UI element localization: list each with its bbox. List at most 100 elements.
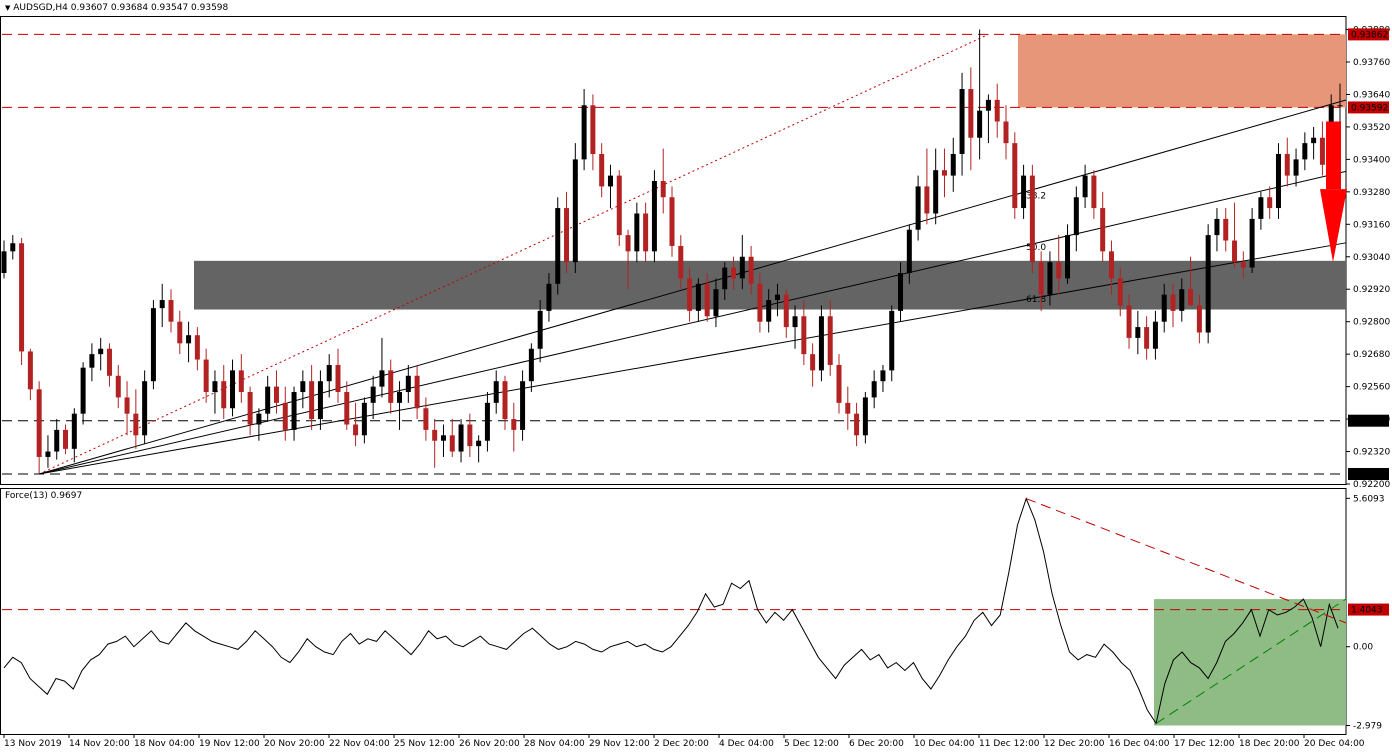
time-axis-label: 25 Nov 12:00: [394, 739, 455, 749]
candle-body: [818, 316, 824, 371]
candle-body: [379, 370, 385, 387]
candle-body: [159, 300, 165, 309]
candle-body: [1302, 143, 1308, 160]
candle-body: [1284, 153, 1290, 176]
candle-body: [1, 251, 7, 273]
candle-body: [1249, 218, 1255, 268]
candle-body: [1161, 294, 1167, 322]
candle-body: [695, 283, 701, 311]
candle-body: [977, 110, 983, 138]
candle-body: [616, 175, 622, 236]
candle-body: [862, 397, 868, 436]
time-axis-label: 20 Dec 04:00: [1304, 739, 1365, 749]
force-axis-label: 5.6093: [1353, 494, 1385, 504]
fib-fan-line: [39, 242, 1347, 475]
price-axis-label: 0.92560: [1353, 383, 1390, 393]
candle-body: [959, 89, 965, 154]
candle-body: [1214, 218, 1220, 236]
candle-body: [388, 370, 394, 403]
candle-body: [1179, 289, 1185, 311]
candle-body: [757, 283, 763, 322]
candle-body: [1029, 175, 1035, 263]
candle-body: [845, 402, 851, 414]
candle-body: [774, 294, 780, 301]
candle-body: [669, 197, 675, 246]
candle-body: [792, 316, 798, 328]
candle-body: [493, 381, 499, 403]
candle-body: [607, 175, 613, 187]
candle-body: [203, 359, 209, 393]
candle-body: [871, 381, 877, 398]
candle-body: [1293, 159, 1299, 176]
candle-body: [502, 381, 508, 420]
candle-body: [1275, 153, 1281, 209]
force-level-badge-label: 1.4043: [1351, 606, 1383, 616]
price-axis-label: 0.92680: [1353, 350, 1390, 360]
candle-body: [1100, 208, 1106, 252]
time-axis-label: 26 Nov 20:00: [459, 739, 520, 749]
candle-body: [564, 208, 570, 263]
candle-body: [1135, 327, 1141, 338]
candle-body: [1038, 262, 1044, 295]
price-level-badge: [1348, 414, 1389, 427]
candle-body: [1196, 305, 1202, 333]
time-axis-label: 22 Nov 04:00: [329, 739, 390, 749]
candle-body: [1003, 121, 1009, 144]
candle-body: [273, 386, 279, 403]
candle-body: [106, 348, 112, 376]
candle-body: [1021, 175, 1027, 209]
fib-baseline: [38, 33, 989, 475]
candle-body: [98, 348, 104, 355]
candle-body: [71, 413, 77, 449]
candle-body: [142, 381, 148, 436]
candle-body: [1144, 327, 1150, 349]
time-axis-label: 2 Dec 20:00: [654, 739, 709, 749]
candle-body: [739, 256, 745, 279]
candle-body: [836, 364, 842, 403]
price-level-badge: [1348, 467, 1389, 480]
candle-body: [423, 408, 429, 430]
time-axis-label: 6 Dec 20:00: [849, 739, 904, 749]
candle-body: [36, 389, 42, 457]
resistance-zone: [1018, 34, 1346, 108]
candle-body: [1012, 143, 1018, 209]
candle-body: [713, 289, 719, 317]
candle-body: [687, 278, 693, 311]
time-axis-label: 29 Nov 12:00: [589, 739, 650, 749]
candle-body: [45, 451, 51, 457]
price-axis-label: 0.92920: [1353, 285, 1390, 295]
symbol-title: AUDSGD,H4: [13, 3, 68, 13]
candle-body: [440, 435, 446, 441]
candle-body: [168, 300, 174, 322]
indicator-pane-frame: [0, 488, 1347, 735]
candle-body: [1117, 278, 1123, 306]
candle-body: [458, 424, 464, 452]
force-axis-label: -2.979: [1353, 722, 1382, 732]
candle-body: [1170, 294, 1176, 311]
candle-body: [115, 375, 121, 398]
time-axis-label: 17 Dec 12:00: [1174, 739, 1235, 749]
time-axis-label: 14 Nov 20:00: [69, 739, 130, 749]
candle-body: [467, 424, 473, 447]
time-axis-label: 18 Dec 20:00: [1239, 739, 1300, 749]
candle-body: [80, 367, 86, 414]
price-level-badge: [1348, 101, 1389, 114]
force-axis-label: 0.00: [1353, 643, 1373, 653]
candle-body: [1240, 262, 1246, 268]
candle-body: [906, 229, 912, 273]
fib-label: 50.0: [1026, 243, 1046, 253]
price-pane-frame: [0, 16, 1347, 485]
candle-body: [19, 243, 25, 352]
candle-body: [133, 413, 139, 436]
candle-body: [1091, 175, 1097, 209]
candle-body: [968, 89, 974, 138]
time-axis-label: 11 Dec 12:00: [979, 739, 1040, 749]
fib-fan-line: [39, 99, 1347, 475]
candle-body: [1258, 197, 1264, 219]
candle-body: [405, 375, 411, 393]
fib-label: 38.2: [1026, 191, 1046, 201]
price-axis-label: 0.93040: [1353, 253, 1390, 263]
collapse-triangle-icon[interactable]: ▼: [5, 4, 11, 12]
